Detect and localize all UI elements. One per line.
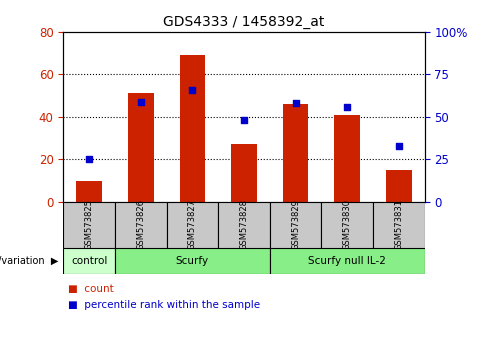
Text: GSM573827: GSM573827 — [188, 199, 197, 250]
Bar — [63, 248, 115, 274]
Point — [188, 87, 196, 92]
Point — [240, 118, 248, 123]
Bar — [283, 104, 308, 202]
Text: GSM573828: GSM573828 — [240, 199, 248, 250]
Text: ■  percentile rank within the sample: ■ percentile rank within the sample — [68, 300, 261, 310]
Point — [85, 156, 93, 162]
Bar — [270, 248, 425, 274]
Bar — [231, 144, 257, 202]
Bar — [218, 202, 270, 248]
Text: Scurfy null IL-2: Scurfy null IL-2 — [308, 256, 386, 266]
Bar — [334, 115, 360, 202]
Bar — [128, 93, 154, 202]
Text: GSM573826: GSM573826 — [136, 199, 145, 250]
Bar — [270, 202, 322, 248]
Point — [292, 101, 300, 106]
Bar — [115, 202, 166, 248]
Bar — [322, 202, 373, 248]
Text: GSM573829: GSM573829 — [291, 199, 300, 250]
Bar — [166, 202, 218, 248]
Bar — [115, 248, 270, 274]
Bar — [373, 202, 425, 248]
Text: GSM573831: GSM573831 — [394, 199, 403, 250]
Bar — [180, 55, 205, 202]
Title: GDS4333 / 1458392_at: GDS4333 / 1458392_at — [163, 16, 325, 29]
Text: ■  count: ■ count — [68, 284, 114, 294]
Text: GSM573830: GSM573830 — [343, 199, 352, 250]
Text: GSM573825: GSM573825 — [85, 199, 94, 250]
Text: Scurfy: Scurfy — [176, 256, 209, 266]
Bar — [76, 181, 102, 202]
Point — [343, 104, 351, 109]
Text: control: control — [71, 256, 107, 266]
Text: genotype/variation  ▶: genotype/variation ▶ — [0, 256, 59, 266]
Bar — [386, 170, 412, 202]
Point — [137, 99, 145, 104]
Bar — [63, 202, 115, 248]
Point — [395, 143, 403, 149]
